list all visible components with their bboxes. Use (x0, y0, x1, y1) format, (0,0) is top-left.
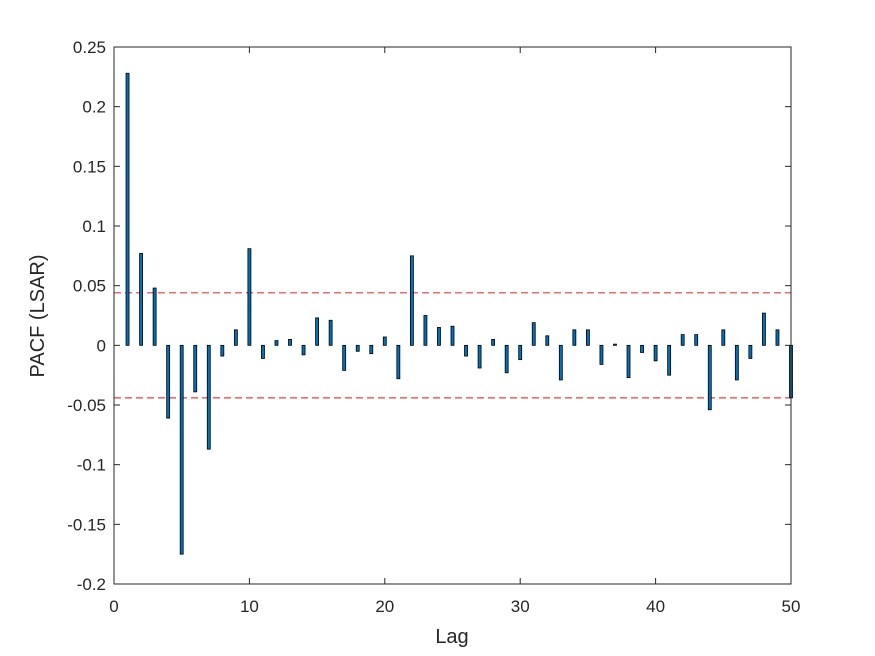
pacf-bar-lag-48 (762, 312, 766, 346)
pacf-bar-lag-26 (464, 344, 468, 357)
plot-background (114, 47, 791, 584)
pacf-bar-lag-5 (179, 344, 184, 555)
pacf-bar-lag-28 (491, 338, 496, 346)
pacf-bar-lag-12 (274, 340, 279, 346)
pacf-bar-lag-41 (667, 344, 672, 376)
pacf-bar-lag-30 (518, 344, 523, 361)
pacf-bar-lag-49 (775, 329, 780, 346)
x-tick-label: 30 (511, 597, 530, 616)
pacf-bar-lag-17 (342, 344, 347, 371)
pacf-bar-lag-37 (613, 343, 617, 346)
pacf-bar-lag-1 (125, 72, 130, 346)
pacf-bar-lag-15 (315, 317, 320, 346)
x-tick-label: 10 (240, 597, 259, 616)
pacf-bar-lag-47 (748, 344, 753, 359)
x-tick-label: 0 (109, 597, 118, 616)
x-axis-label: Lag (435, 626, 468, 648)
pacf-bar-lag-16 (328, 319, 333, 346)
y-tick-label: 0.2 (82, 98, 106, 117)
pacf-bar-lag-36 (599, 344, 604, 365)
pacf-bar-lag-18 (355, 344, 360, 352)
pacf-bar-lag-3 (152, 287, 157, 346)
x-tick-label: 20 (375, 597, 394, 616)
pacf-bar-lag-43 (694, 334, 699, 346)
pacf-bar-lag-4 (166, 344, 171, 419)
pacf-bar-lag-24 (437, 327, 441, 346)
y-tick-label: -0.2 (77, 575, 106, 594)
pacf-bar-lag-9 (233, 329, 238, 346)
y-tick-label: 0.05 (73, 277, 106, 296)
pacf-bar-lag-27 (477, 344, 482, 369)
pacf-bar-lag-42 (680, 334, 685, 346)
pacf-bar-lag-44 (707, 344, 712, 411)
pacf-bar-lag-35 (586, 329, 590, 346)
pacf-bar-lag-22 (409, 255, 414, 346)
pacf-bar-lag-32 (545, 335, 550, 346)
pacf-bar-lag-14 (301, 344, 306, 356)
pacf-bar-lag-46 (734, 344, 739, 381)
pacf-bar-lag-31 (531, 322, 536, 346)
pacf-bars (125, 72, 793, 555)
pacf-bar-lag-25 (450, 325, 455, 346)
pacf-bar-lag-2 (139, 253, 143, 346)
axis-ticks: 0 10 20 30 40 50 -0.2 -0.15 -0.1 -0.05 0 0.05 0.1 0.1… (67, 38, 800, 616)
pacf-bar-lag-7 (206, 344, 211, 450)
y-tick-label: 0.1 (82, 217, 106, 236)
pacf-bar-lag-20 (382, 336, 387, 346)
confidence-bounds (114, 292, 791, 399)
pacf-bar-lag-21 (396, 344, 401, 380)
x-tick-label: 50 (782, 597, 801, 616)
pacf-bar-lag-11 (261, 344, 265, 359)
pacf-bar-lag-39 (640, 344, 644, 353)
pacf-bar-lag-38 (626, 344, 631, 378)
plot-frame (113, 46, 792, 585)
pacf-bar-lag-13 (288, 338, 292, 346)
pacf-bar-lag-45 (721, 329, 726, 346)
y-tick-label: 0.15 (73, 157, 106, 176)
y-axis-label: PACF (LSAR) (27, 255, 49, 378)
pacf-bar-lag-19 (369, 344, 374, 355)
pacf-bar-lag-29 (504, 344, 509, 374)
y-tick-label: 0.25 (73, 38, 106, 57)
y-tick-label: -0.1 (77, 456, 106, 475)
pacf-bar-lag-6 (193, 344, 198, 393)
y-tick-label: 0 (97, 336, 106, 355)
pacf-bar-lag-40 (653, 344, 658, 362)
pacf-bar-lag-34 (572, 329, 577, 346)
x-tick-label: 40 (646, 597, 665, 616)
pacf-bar-lag-10 (247, 248, 252, 346)
y-tick-label: -0.05 (67, 396, 106, 415)
pacf-bar-lag-23 (423, 315, 428, 346)
y-tick-label: -0.15 (67, 515, 106, 534)
pacf-bar-lag-33 (558, 344, 563, 381)
pacf-bar-lag-8 (220, 344, 225, 357)
